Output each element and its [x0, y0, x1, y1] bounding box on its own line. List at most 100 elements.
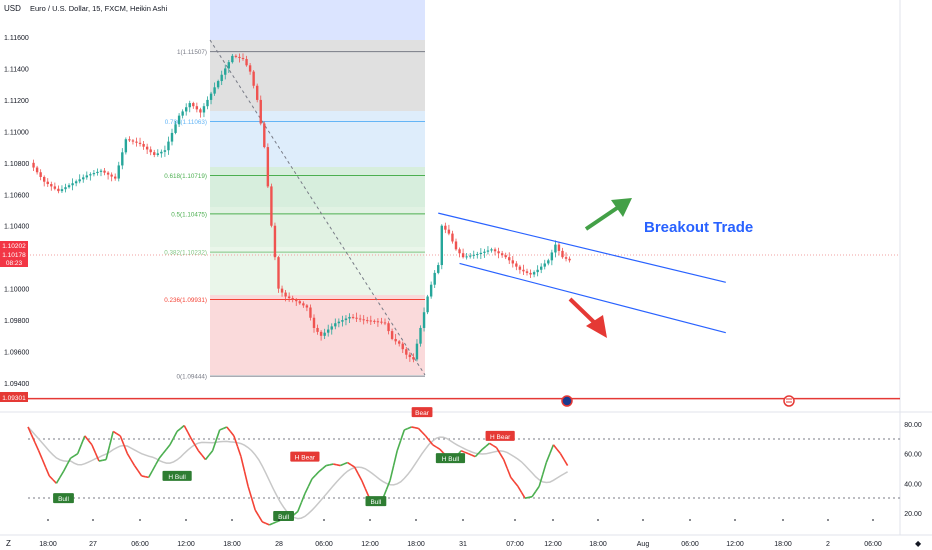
- osc-segment: [91, 444, 97, 454]
- candles-group: [32, 53, 571, 363]
- osc-segment: [520, 491, 526, 499]
- candle-body: [426, 296, 429, 313]
- time-tick: 07:00: [506, 541, 524, 548]
- candle: [145, 143, 149, 155]
- osc-segment: [478, 448, 483, 454]
- osc-segment: [304, 485, 310, 495]
- candle-body: [280, 288, 284, 293]
- osc-segment: [215, 429, 221, 441]
- candle-body: [277, 257, 280, 289]
- candle-body: [479, 252, 483, 255]
- osc-segment: [563, 459, 569, 466]
- osc-segment: [155, 457, 161, 465]
- price-tick: 1.10000: [4, 287, 29, 294]
- osc-segment: [432, 444, 437, 448]
- candle-body: [220, 74, 223, 82]
- oscillator-pane[interactable]: Bull H Bull Bull H Bear Bull Bear H Bull H Bear: [27, 407, 900, 526]
- osc-segment: [116, 432, 121, 437]
- osc-segment: [492, 444, 498, 449]
- osc-segment: [62, 464, 68, 472]
- candle: [557, 241, 561, 256]
- event-flag-eu-icon[interactable]: [561, 395, 573, 407]
- osc-segment: [545, 453, 551, 463]
- event-flag-us-icon[interactable]: [783, 395, 795, 407]
- candle: [227, 60, 230, 73]
- osc-signal-badge: [365, 496, 387, 507]
- osc-segment: [538, 474, 544, 487]
- candle: [149, 146, 152, 156]
- breakout-text[interactable]: Breakout Trade: [644, 219, 753, 236]
- candle: [373, 319, 376, 324]
- main-pane[interactable]: [0, 0, 900, 410]
- candle-body: [192, 103, 195, 107]
- osc-segment: [222, 426, 228, 430]
- candle: [469, 252, 472, 259]
- candle: [383, 318, 387, 326]
- candle-body: [461, 253, 465, 258]
- candle-body: [78, 179, 81, 182]
- time-tick: 18:00: [589, 541, 607, 548]
- candle-body: [373, 320, 376, 322]
- candle-body: [469, 255, 472, 257]
- candle-body: [490, 249, 493, 251]
- osc-segment: [236, 445, 242, 457]
- candle-body: [121, 152, 124, 166]
- candle-body: [103, 170, 106, 173]
- candle-body: [327, 329, 330, 333]
- candle: [213, 82, 216, 96]
- candle: [181, 109, 184, 119]
- chart-title[interactable]: Euro / U.S. Dollar, 15, FXCM, Heikin Ash…: [30, 4, 167, 13]
- fib-retracement-tool[interactable]: 1(1.11507) 0.786(1.11063) 0.618(1.10719) 0.…: [164, 0, 426, 381]
- candle: [78, 174, 81, 184]
- candle-body: [170, 132, 174, 142]
- osc-segment: [403, 427, 409, 431]
- candle-body: [213, 87, 216, 94]
- candle-body: [330, 326, 333, 330]
- osc-segment: [329, 463, 334, 466]
- price-tick: 1.09600: [4, 350, 29, 357]
- candle-body: [493, 249, 497, 252]
- candle: [224, 64, 227, 80]
- fib-level-label: 0.786(1.11063): [165, 119, 207, 126]
- candle: [43, 175, 46, 187]
- osc-segment: [528, 495, 533, 499]
- candle-body: [177, 115, 181, 125]
- candle: [291, 295, 294, 303]
- price-axis[interactable]: 1.11600 1.11400 1.11200 1.11000 1.10800 1.106…: [4, 35, 29, 388]
- candle-body: [128, 139, 131, 141]
- candle: [71, 178, 74, 191]
- candle: [437, 262, 440, 275]
- candle-body: [89, 174, 92, 176]
- osc-segment: [94, 452, 100, 462]
- candle-body: [43, 176, 46, 182]
- price-tick: 1.09800: [4, 318, 29, 325]
- osc-segment: [411, 426, 416, 429]
- osc-line: [27, 424, 569, 526]
- channel-upper-line[interactable]: [438, 212, 726, 283]
- candle: [408, 352, 412, 362]
- candle-body: [319, 331, 323, 336]
- osc-segment: [272, 521, 277, 525]
- candle: [554, 240, 557, 258]
- channel-lower-line[interactable]: [459, 262, 726, 334]
- time-tick: 18:00: [774, 541, 792, 548]
- candle: [490, 247, 493, 253]
- candle: [369, 315, 372, 325]
- down-arrow-icon[interactable]: [568, 297, 607, 338]
- osc-segment: [250, 497, 256, 511]
- osc-segment: [258, 515, 263, 523]
- timezone-icon[interactable]: Z: [6, 539, 11, 548]
- candle-body: [341, 320, 344, 322]
- candle-body: [529, 272, 532, 275]
- candle: [216, 79, 220, 90]
- candle: [131, 138, 135, 145]
- osc-segment: [513, 481, 519, 487]
- osc-segment: [169, 437, 175, 446]
- candle: [252, 70, 255, 89]
- osc-segment: [52, 479, 57, 484]
- osc-segment: [70, 455, 75, 459]
- up-arrow-icon[interactable]: [584, 198, 632, 231]
- time-axis[interactable]: 18:00 27 06:00 12:00 18:00 28 06:00 12:00 18:00 3…: [39, 519, 882, 548]
- candle: [110, 172, 113, 182]
